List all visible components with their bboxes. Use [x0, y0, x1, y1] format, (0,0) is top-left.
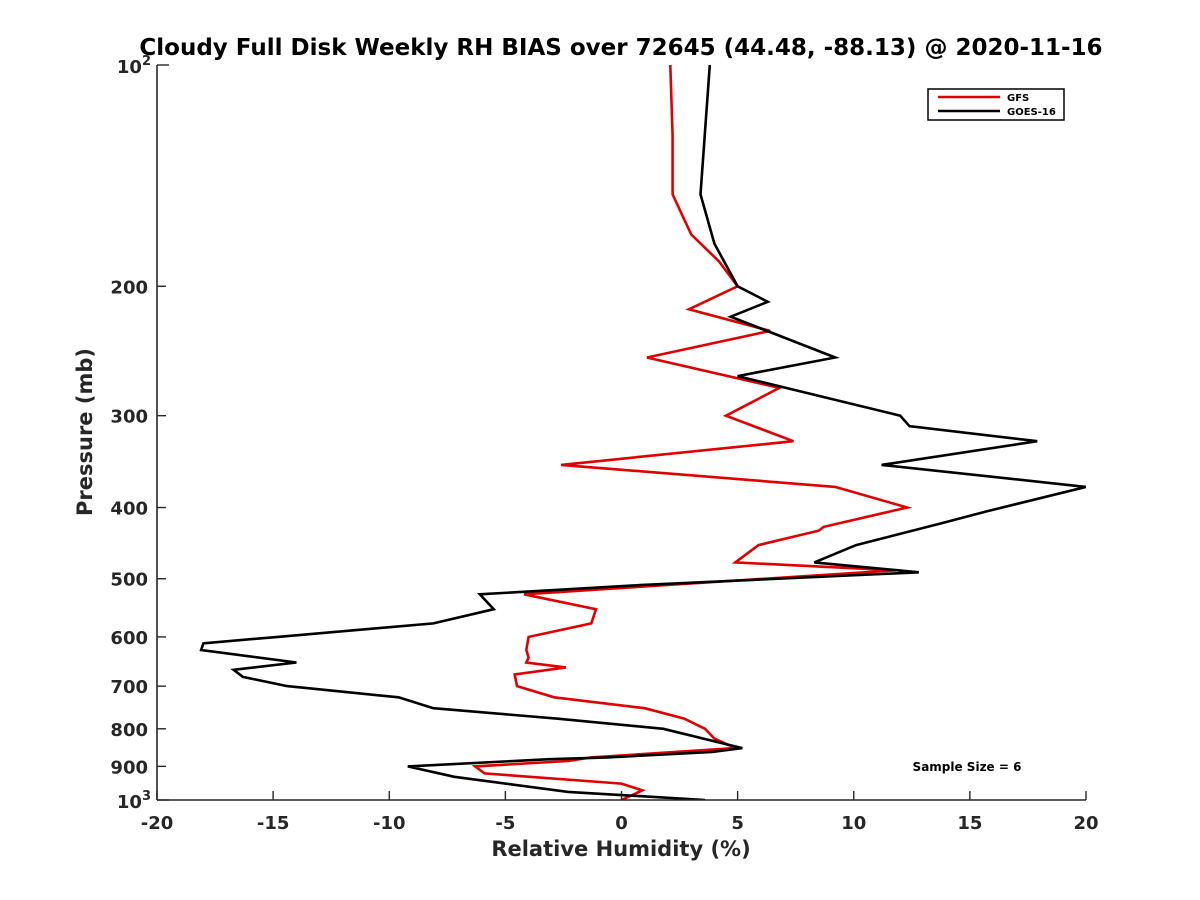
legend-label-goes16: GOES-16: [1007, 107, 1056, 118]
y-major-tick-label: 103: [117, 789, 151, 813]
legend-label-gfs: GFS: [1007, 93, 1029, 104]
axes-layer: -20 -15 -10 -5 0 5 10 15 20 200 300 400 500 600 700 800…: [110, 54, 1098, 834]
legend-box: [927, 88, 1065, 121]
x-tick-label: 0: [615, 813, 628, 834]
y-major-tick-label: 102: [117, 54, 151, 78]
x-axis-label: Relative Humidity (%): [491, 837, 750, 861]
x-tick-label: 5: [731, 813, 744, 834]
y-tick-label: 400: [110, 499, 148, 520]
y-tick-label: 200: [110, 277, 148, 298]
y-tick-label: 700: [110, 677, 148, 698]
plot-area: -20 -15 -10 -5 0 5 10 15 20 200 300 400 500 600 700 800…: [110, 54, 1098, 834]
x-tick-label: -10: [373, 813, 406, 834]
legend: GFS GOES-16: [927, 88, 1065, 121]
y-tick-label: 900: [110, 757, 148, 778]
y-tick-label: 800: [110, 720, 148, 741]
y-tick-label: 500: [110, 570, 148, 591]
chart-title: Cloudy Full Disk Weekly RH BIAS over 726…: [139, 35, 1102, 61]
y-tick-label: 600: [110, 628, 148, 649]
x-tick-label: -5: [495, 813, 515, 834]
plot-background: [157, 65, 1086, 800]
sample-size-annotation: Sample Size = 6: [913, 760, 1022, 774]
x-tick-label: 10: [841, 813, 866, 834]
x-tick-label: -20: [141, 813, 174, 834]
x-tick-label: -15: [257, 813, 290, 834]
series-layer: [199, 65, 1086, 800]
y-axis-label: Pressure (mb): [73, 348, 97, 516]
y-tick-label: 300: [110, 407, 148, 428]
x-tick-label: 15: [957, 813, 982, 834]
series-line-goes-16: [199, 65, 1086, 800]
x-tick-label: 20: [1073, 813, 1098, 834]
